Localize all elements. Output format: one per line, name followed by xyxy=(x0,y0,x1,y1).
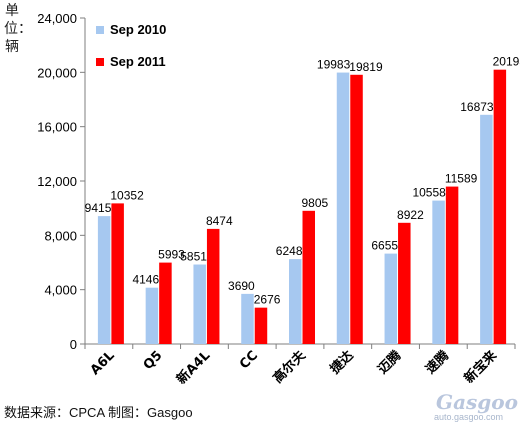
x-category-label: 新宝来 xyxy=(461,347,501,387)
x-category-label: A6L xyxy=(88,348,118,378)
bar-sep-2011 xyxy=(159,262,172,344)
data-label-sep-2010: 3690 xyxy=(228,279,255,293)
data-label-sep-2011: 10352 xyxy=(110,188,144,202)
bar-sep-2010 xyxy=(241,293,254,344)
x-category-label: 高尔夫 xyxy=(270,347,310,387)
bar-sep-2010 xyxy=(145,287,159,344)
gasgoo-watermark: Gasgoo auto.gasgoo.com xyxy=(416,388,518,424)
legend-swatch xyxy=(96,26,104,34)
y-tick-label: 20,000 xyxy=(37,65,77,80)
bar-sep-2010 xyxy=(384,253,398,344)
legend-label: Sep 2011 xyxy=(110,54,166,69)
bar-sep-2010 xyxy=(97,216,111,344)
bar-sep-2011 xyxy=(254,307,268,344)
y-tick-label: 24,000 xyxy=(37,11,77,26)
data-label-sep-2011: 20195 xyxy=(493,55,520,69)
data-label-sep-2010: 6248 xyxy=(276,244,303,258)
x-category-label: 新A4L xyxy=(173,348,213,388)
data-label-sep-2010: 10558 xyxy=(412,186,446,200)
source-note: 数据来源：CPCA 制图：Gasgoo xyxy=(4,405,193,420)
data-label-sep-2011: 19819 xyxy=(349,60,383,74)
bar-sep-2010 xyxy=(289,259,302,344)
data-label-sep-2010: 6655 xyxy=(371,239,398,253)
bar-sep-2010 xyxy=(193,264,206,344)
bar-sep-2011 xyxy=(111,203,124,344)
bar-sep-2011 xyxy=(493,69,507,345)
y-tick-label: 0 xyxy=(70,337,77,352)
bar-sep-2011 xyxy=(445,186,459,344)
bar-sep-2010 xyxy=(480,114,493,345)
data-label-sep-2011: 9805 xyxy=(302,196,329,210)
bar-sep-2011 xyxy=(206,228,220,344)
data-label-sep-2011: 11589 xyxy=(445,172,478,186)
y-tick-label: 8,000 xyxy=(44,228,77,243)
data-label-sep-2011: 2676 xyxy=(254,293,281,307)
data-label-sep-2010: 5851 xyxy=(180,250,207,264)
bar-sep-2011 xyxy=(350,74,363,344)
x-category-label: 速腾 xyxy=(422,347,452,377)
watermark-logo: Gasgoo xyxy=(436,390,518,414)
bar-sep-2010 xyxy=(432,200,445,344)
watermark-url: auto.gasgoo.com xyxy=(434,412,504,422)
x-category-label: 迈腾 xyxy=(375,347,405,377)
bar-sep-2011 xyxy=(398,222,411,344)
x-category-label: 捷达 xyxy=(327,348,357,378)
data-label-sep-2010: 4146 xyxy=(132,273,159,287)
y-tick-label: 4,000 xyxy=(44,283,77,298)
data-label-sep-2011: 8474 xyxy=(206,214,233,228)
y-tick-label: 16,000 xyxy=(37,120,77,135)
x-category-label: CC xyxy=(237,348,261,372)
legend-label: Sep 2010 xyxy=(110,22,166,37)
data-label-sep-2010: 19983 xyxy=(317,58,351,72)
bar-sep-2010 xyxy=(336,72,350,345)
data-label-sep-2010: 16873 xyxy=(460,100,494,114)
y-tick-label: 12,000 xyxy=(37,174,77,189)
data-label-sep-2011: 5993 xyxy=(158,248,185,262)
data-label-sep-2011: 8922 xyxy=(397,208,424,222)
x-category-label: Q5 xyxy=(141,348,166,373)
bar-sep-2011 xyxy=(302,210,315,344)
legend-swatch xyxy=(96,58,104,66)
data-label-sep-2010: 9415 xyxy=(85,201,112,215)
